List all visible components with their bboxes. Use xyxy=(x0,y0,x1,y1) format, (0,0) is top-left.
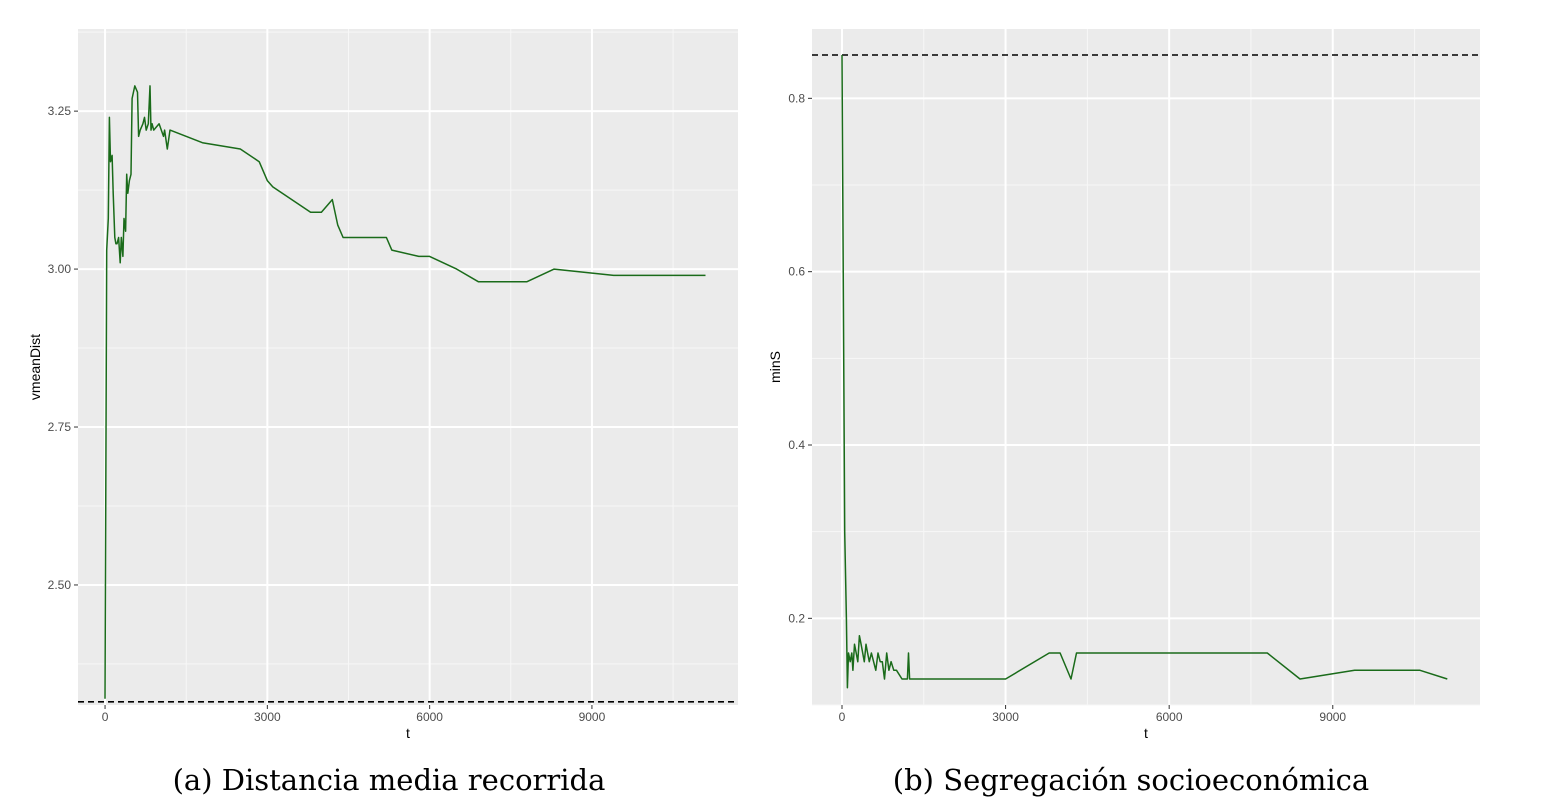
y-tick-label-a: 3.00 xyxy=(48,262,72,276)
x-tick-label-a: 9000 xyxy=(579,710,606,724)
x-tick-label-b: 9000 xyxy=(1319,710,1346,724)
x-tick-label-a: 3000 xyxy=(254,710,281,724)
x-tick-label-b: 0 xyxy=(839,710,846,724)
y-axis-title-a: vmeanDist xyxy=(27,334,43,400)
y-tick-label-a: 2.50 xyxy=(48,578,72,592)
y-tick-label-b: 0.8 xyxy=(788,91,805,105)
y-tick-label-b: 0.4 xyxy=(788,438,805,452)
x-axis-title-b: t xyxy=(1144,725,1148,741)
x-tick-label-a: 6000 xyxy=(416,710,443,724)
plot-background-a xyxy=(78,29,738,705)
y-tick-label-a: 2.75 xyxy=(48,420,72,434)
x-tick-label-a: 0 xyxy=(102,710,109,724)
panel-a: 0 3000 6000 9000 2.50 2.75 3.00 3.25 t vmeanDist (… xyxy=(27,29,738,797)
x-axis-title-a: t xyxy=(406,725,410,741)
x-tick-label-b: 6000 xyxy=(1156,710,1183,724)
series-line-a-0 xyxy=(104,85,706,699)
caption-a: (a) Distancia media recorrida xyxy=(173,763,606,797)
y-tick-label-a: 3.25 xyxy=(48,104,72,118)
series-line-b-0 xyxy=(841,54,1448,689)
y-tick-label-b: 0.2 xyxy=(788,611,805,625)
panel-b: 0 3000 6000 9000 0.2 0.4 0.6 0.8 t minS (b) Segreg… xyxy=(767,29,1480,797)
y-tick-label-b: 0.6 xyxy=(788,265,805,279)
y-axis-title-b: minS xyxy=(767,351,783,383)
x-tick-label-b: 3000 xyxy=(992,710,1019,724)
plot-background-b xyxy=(812,29,1480,705)
caption-b: (b) Segregación socioeconómica xyxy=(893,763,1369,797)
